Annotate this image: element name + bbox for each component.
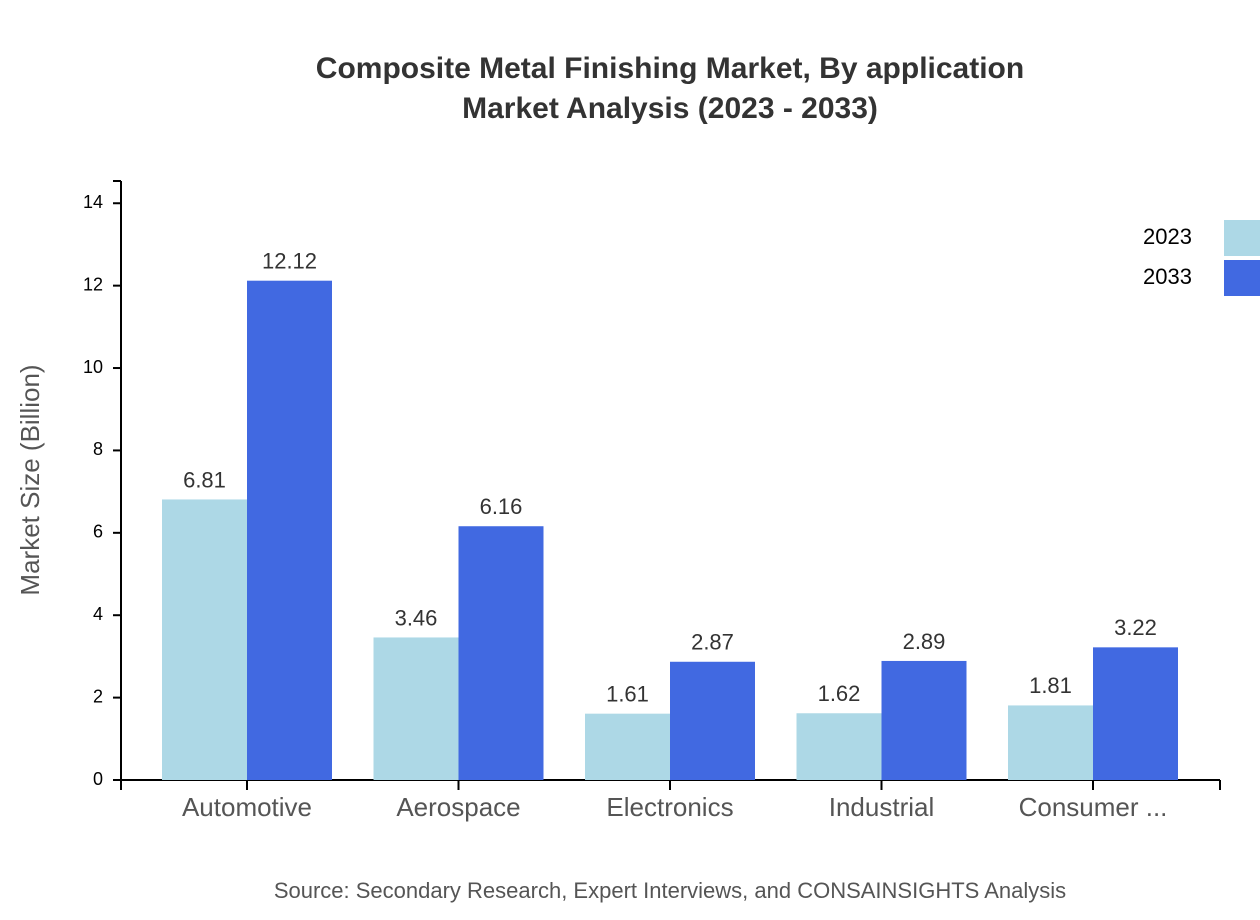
bar	[670, 661, 755, 780]
value-label: 2.89	[903, 629, 946, 654]
x-tick-label: Electronics	[606, 792, 733, 822]
y-tick-label: 8	[93, 439, 103, 459]
bar	[1093, 647, 1178, 780]
legend-label: 2033	[1143, 264, 1192, 289]
value-label: 6.81	[183, 467, 226, 492]
y-tick-label: 4	[93, 604, 103, 624]
chart-subtitle: Market Analysis (2023 - 2033)	[462, 92, 878, 125]
y-tick-label: 10	[83, 357, 103, 377]
value-label: 1.61	[606, 681, 649, 706]
x-tick-label: Consumer ...	[1019, 792, 1168, 822]
x-tick-label: Industrial	[829, 792, 935, 822]
bar	[162, 499, 247, 780]
value-label: 3.46	[395, 605, 438, 630]
bar	[796, 713, 882, 780]
source-note: Source: Secondary Research, Expert Inter…	[274, 878, 1066, 903]
value-label: 1.81	[1029, 673, 1072, 698]
x-tick-label: Aerospace	[396, 792, 520, 822]
x-tick-label: Automotive	[182, 792, 312, 822]
y-tick-label: 14	[83, 192, 103, 212]
value-label: 3.22	[1114, 615, 1157, 640]
bar	[1008, 705, 1093, 780]
bar	[881, 660, 967, 780]
y-axis-label: Market Size (Billion)	[15, 364, 45, 595]
y-tick-label: 0	[93, 769, 103, 789]
chart-title: Composite Metal Finishing Market, By app…	[316, 52, 1024, 85]
value-label: 6.16	[480, 494, 523, 519]
bar	[458, 526, 544, 780]
y-tick-label: 6	[93, 522, 103, 542]
legend-label: 2023	[1143, 224, 1192, 249]
legend-swatch	[1224, 260, 1260, 296]
bar	[585, 713, 670, 780]
bar	[373, 637, 459, 780]
y-tick-label: 2	[93, 686, 103, 706]
bar	[247, 280, 332, 780]
value-label: 2.87	[691, 630, 734, 655]
legend-swatch	[1224, 220, 1260, 256]
y-tick-label: 12	[83, 274, 103, 294]
value-label: 1.62	[818, 681, 861, 706]
value-label: 12.12	[262, 249, 317, 274]
